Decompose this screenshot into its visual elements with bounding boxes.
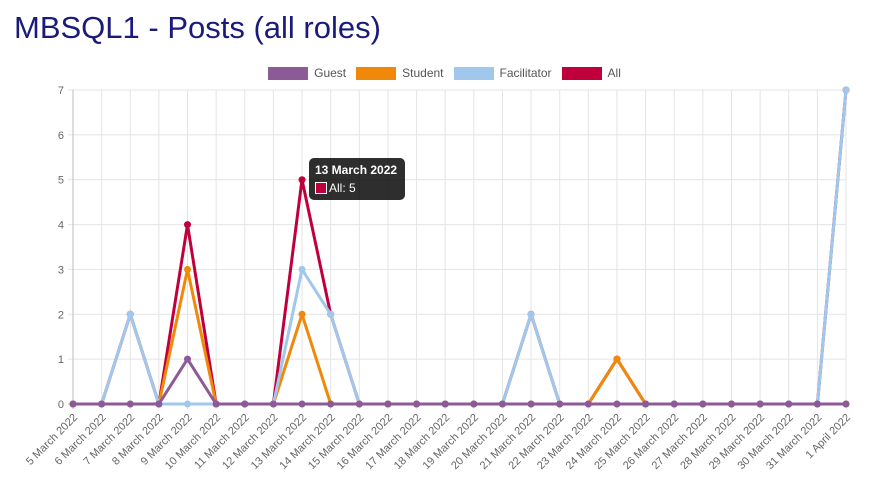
- data-point-guest: [527, 400, 535, 408]
- tooltip-label: All: 5: [329, 181, 356, 195]
- legend-item-guest[interactable]: Guest: [268, 64, 346, 82]
- legend-swatch-facilitator: [453, 66, 494, 80]
- data-point-guest: [498, 400, 506, 408]
- data-point-guest: [413, 400, 421, 408]
- data-point-guest: [241, 400, 249, 408]
- legend-swatch-guest: [268, 66, 309, 80]
- legend-item-student[interactable]: Student: [356, 64, 444, 82]
- data-point-all: [298, 176, 306, 184]
- legend-label-guest: Guest: [314, 66, 347, 80]
- data-point-guest: [756, 400, 764, 408]
- data-point-guest: [155, 400, 163, 408]
- page-title: MBSQL1 - Posts (all roles): [14, 10, 381, 45]
- data-point-guest: [269, 400, 277, 408]
- series-line-guest: [73, 357, 846, 406]
- data-point-all: [184, 221, 192, 229]
- data-point-facilitator: [527, 310, 535, 318]
- legend-swatch-student: [356, 66, 397, 80]
- y-tick-label: 0: [58, 399, 64, 411]
- data-point-guest: [441, 400, 449, 408]
- data-point-guest: [785, 400, 793, 408]
- data-point-guest: [556, 400, 564, 408]
- data-point-guest: [98, 400, 106, 408]
- data-point-guest: [642, 400, 650, 408]
- data-point-guest: [727, 400, 735, 408]
- data-point-guest: [327, 400, 335, 408]
- y-tick-label: 6: [58, 130, 64, 142]
- tooltip-swatch: [315, 182, 327, 194]
- data-point-guest: [670, 400, 678, 408]
- data-point-guest: [126, 400, 134, 408]
- data-point-guest: [184, 355, 192, 363]
- data-point-facilitator: [126, 310, 134, 318]
- data-point-guest: [584, 400, 592, 408]
- y-tick-label: 4: [58, 220, 64, 232]
- y-tick-label: 2: [58, 309, 64, 321]
- data-point-guest: [384, 400, 392, 408]
- data-point-student: [298, 310, 306, 318]
- legend-label-all: All: [607, 66, 621, 80]
- tooltip-title: 13 March 2022: [315, 163, 398, 177]
- legend-swatch-all: [561, 66, 602, 80]
- y-tick-label: 5: [58, 175, 64, 187]
- data-point-guest: [355, 400, 363, 408]
- y-tick-label: 7: [58, 85, 64, 97]
- series-line-student: [73, 267, 846, 406]
- data-point-facilitator: [842, 86, 850, 94]
- chart-legend: Guest Student Facilitator All: [0, 64, 889, 82]
- legend-item-all[interactable]: All: [561, 64, 621, 82]
- data-point-guest: [69, 400, 77, 408]
- data-point-guest: [699, 400, 707, 408]
- data-point-facilitator: [298, 265, 306, 273]
- y-tick-label: 3: [58, 264, 64, 276]
- data-point-facilitator: [184, 400, 192, 408]
- chart-tooltip: 13 March 2022 All: 5: [309, 158, 405, 200]
- data-point-guest: [842, 400, 850, 408]
- y-tick-label: 1: [58, 354, 64, 366]
- legend-item-facilitator[interactable]: Facilitator: [453, 64, 552, 82]
- data-point-guest: [813, 400, 821, 408]
- data-point-student: [613, 355, 621, 363]
- data-point-guest: [212, 400, 220, 408]
- legend-label-facilitator: Facilitator: [499, 66, 552, 80]
- data-point-student: [184, 265, 192, 273]
- legend-label-student: Student: [402, 66, 444, 80]
- data-point-guest: [613, 400, 621, 408]
- data-point-guest: [470, 400, 478, 408]
- data-point-guest: [298, 400, 306, 408]
- data-point-facilitator: [327, 310, 335, 318]
